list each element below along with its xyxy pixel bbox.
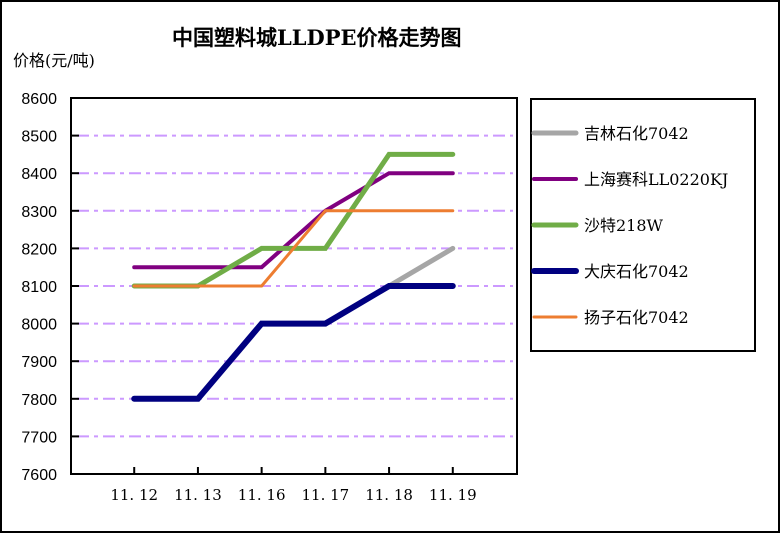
y-tick-label: 8300 [21, 204, 57, 221]
x-tick-label: 11. 19 [429, 486, 477, 504]
x-tick-label: 11. 12 [110, 486, 158, 504]
legend-label: 沙特218W [584, 216, 664, 235]
x-tick-label: 11. 16 [238, 486, 286, 504]
y-tick-label: 7600 [21, 467, 57, 484]
series-line [132, 209, 455, 288]
y-tick-label: 8400 [21, 166, 57, 183]
y-tick-label: 8200 [21, 241, 57, 258]
y-tick-label: 7700 [21, 429, 57, 446]
y-tick-label: 7900 [21, 354, 57, 371]
x-tick-label: 11. 18 [365, 486, 413, 504]
series-line [131, 283, 456, 402]
legend-label: 上海赛科LL0220KJ [584, 170, 728, 189]
x-axis-ticks: 11. 12 11. 13 11. 16 11. 17 11. 18 11. 19 [110, 467, 477, 504]
y-tick-label: 8500 [21, 129, 57, 146]
series-line [132, 171, 455, 270]
x-tick-label: 11. 17 [301, 486, 349, 504]
y-tick-label: 8100 [21, 279, 57, 296]
y-tick-label: 8600 [21, 91, 57, 108]
y-tick-label: 7800 [21, 392, 57, 409]
y-axis-ticks: 7600 7700 7800 7900 8000 8100 8200 8300 8400 8500… [21, 91, 79, 484]
y-tick-label: 8000 [21, 317, 57, 334]
chart-title: 中国塑料城LLDPE价格走势图 [172, 25, 462, 50]
y-axis-label: 价格(元/吨) [13, 51, 95, 70]
legend: 吉林石化7042 上海赛科LL0220KJ 沙特218W 大庆石化7042 扬子石化70… [530, 98, 756, 352]
legend-label: 扬子石化7042 [584, 308, 689, 327]
legend-label: 大庆石化7042 [584, 262, 689, 281]
series-lines [131, 151, 456, 402]
legend-label: 吉林石化7042 [584, 124, 689, 143]
x-tick-label: 11. 13 [174, 486, 222, 504]
